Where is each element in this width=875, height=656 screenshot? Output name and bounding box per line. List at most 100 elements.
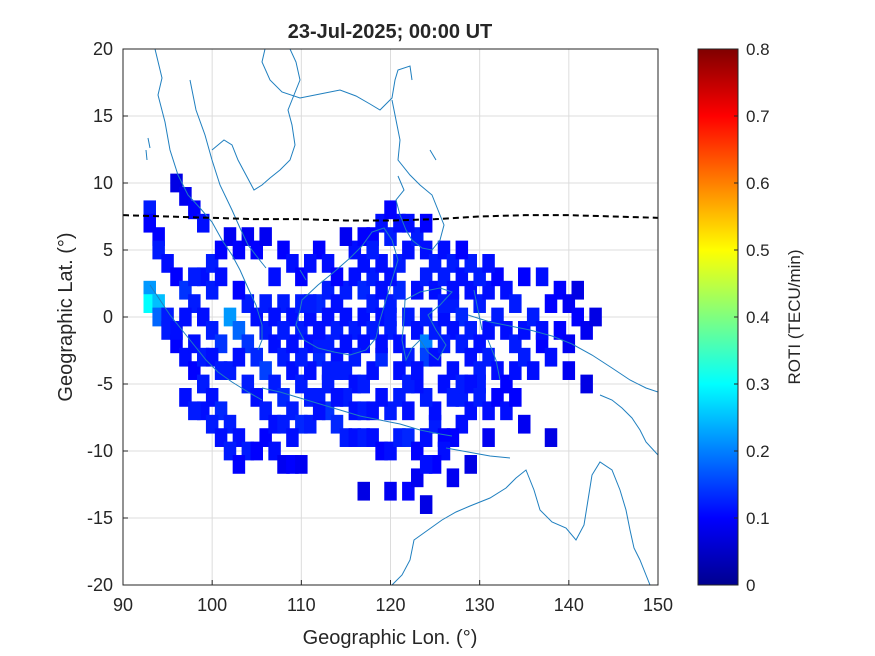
x-tick-label: 140 [554,595,584,615]
roti-cell [509,294,522,313]
coast-sumatra [149,284,263,401]
roti-cell [384,307,397,327]
roti-cell [509,388,522,407]
x-tick-label: 110 [287,595,316,615]
roti-cell [437,334,451,354]
roti-cell [277,321,290,340]
y-tick-label: -10 [87,441,113,461]
colorbar-tick-label: 0.3 [746,375,770,394]
y-tick-label: -5 [97,374,113,394]
roti-cell [419,213,433,233]
y-tick-label: 5 [103,240,113,260]
roti-cell [312,401,326,421]
coast-sulawesi [401,287,453,362]
roti-cell [366,401,379,421]
colorbar-label: ROTI (TECU/min) [785,249,804,384]
roti-cell [188,267,201,287]
roti-cell [384,200,397,220]
roti-cell [562,334,576,354]
colorbar-tick-labels: 0.8 0.7 0.6 0.5 0.4 0.3 0.2 0.1 0 [734,40,770,595]
roti-cell [232,280,246,300]
roti-cell [419,307,433,327]
coast-new-guinea [467,314,658,393]
colorbar-tick-label: 0.2 [746,442,770,461]
coast-borneo [295,227,399,356]
x-tick-label: 90 [113,595,133,615]
roti-cell [544,347,558,367]
roti-cell [339,334,353,354]
roti-cell [295,455,308,474]
roti-cell [446,468,460,488]
colorbar-tick-label: 0.6 [746,174,770,193]
roti-cell [482,254,495,273]
roti-cell [384,481,397,501]
roti-cell [232,347,246,367]
x-tick-label: 100 [197,595,227,615]
roti-cell [580,374,593,394]
colorbar-tick-label: 0.1 [746,509,770,528]
coast-timor [445,447,511,459]
roti-cell [482,428,495,447]
roti-cell [232,455,246,474]
x-axis-label: Geographic Lon. (°) [303,627,478,649]
colorbar-tick-label: 0.7 [746,107,770,126]
roti-cell [330,388,344,407]
roti-cell [330,361,344,380]
roti-cell [455,240,469,260]
colorbar-tick-label: 0.5 [746,241,770,260]
y-tick-label: 10 [93,173,113,193]
roti-cell [518,267,531,287]
roti-cell [535,321,549,340]
roti-cell [330,267,344,287]
y-axis-label: Geographic Lat. (°) [55,232,77,401]
coast-pacific-islands [599,394,658,456]
roti-cell [411,361,424,380]
roti-cell [544,294,558,313]
coast-small-islands [145,137,437,281]
coast-moluccas [473,289,501,381]
roti-cell [357,481,370,501]
coast-philippines [391,99,445,251]
y-tick-labels: 20 15 10 5 0 -5 -10 -15 -20 [87,39,128,595]
roti-cell [402,213,415,233]
colorbar-tick-label: 0.4 [746,308,770,327]
chart-title: 23-Jul-2025; 00:00 UT [288,21,493,43]
coastlines [145,49,658,585]
roti-cell [419,455,433,474]
roti-cell [259,227,272,246]
roti-cell [571,280,584,300]
roti-cell [286,428,299,447]
coast-indochina [211,49,301,191]
colorbar [697,48,739,586]
roti-cell [375,334,388,354]
y-tick-label: 15 [93,106,113,126]
roti-cell [402,401,415,421]
coast-malay-peninsula [189,79,267,269]
roti-cell [214,361,228,380]
roti-cell [214,267,228,287]
roti-cell [304,254,317,273]
roti-cell [304,294,317,313]
roti-cell [464,455,477,474]
roti-cell [419,495,433,514]
roti-cell [526,361,540,380]
roti-cell [375,280,388,300]
colorbar-tick-label: 0 [746,576,755,595]
y-tick-label: 20 [93,39,113,59]
x-tick-label: 130 [465,595,495,615]
roti-cell [366,240,379,260]
roti-cell [188,401,201,421]
roti-cell [170,321,183,340]
roti-cell [312,321,326,340]
roti-cell [544,428,558,447]
colorbar-tick-label: 0.8 [746,40,770,59]
x-tick-labels: 90 100 110 120 130 140 150 [113,580,673,615]
x-tick-label: 150 [643,595,673,615]
roti-cell [339,227,353,246]
roti-cell [589,307,602,327]
y-tick-label: -20 [87,575,113,595]
x-tick-label: 120 [375,595,405,615]
coast-china-south [261,49,413,111]
roti-cell [446,280,460,300]
